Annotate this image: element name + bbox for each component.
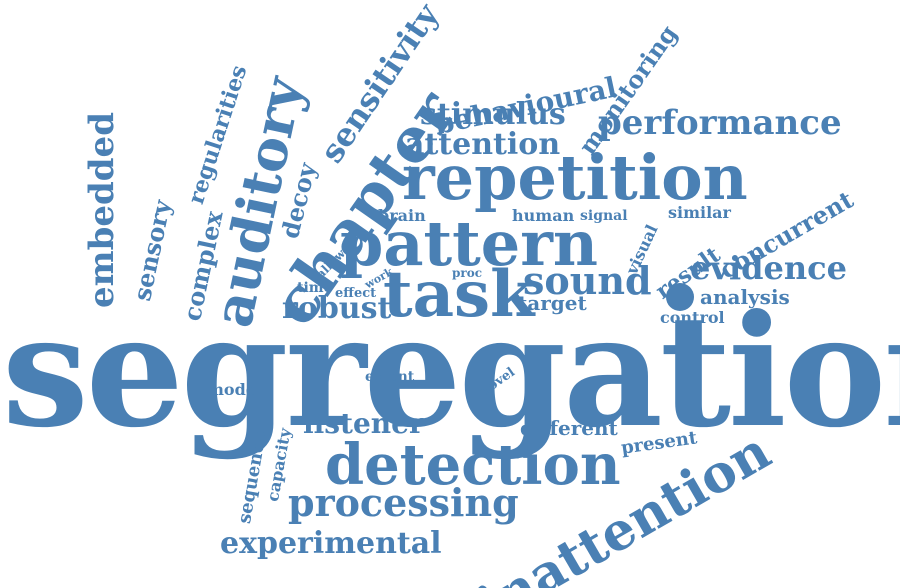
word-detection: detection (325, 432, 621, 498)
word-evidence: evidence (690, 249, 847, 287)
word-proc: proc (452, 266, 483, 280)
word-human: human (512, 206, 575, 225)
word-time: time (297, 280, 333, 296)
word-segregation: segregation (2, 281, 900, 462)
word-robust: robust (282, 291, 392, 326)
word-performance: performance (598, 103, 842, 143)
word-listener: listener (303, 407, 424, 440)
word-pattern: pattern (340, 207, 598, 280)
word-visual: visual (622, 221, 662, 278)
word-control: control (660, 308, 725, 327)
word-model: model (207, 380, 263, 399)
decorative-dot (666, 283, 694, 311)
word-different: different (520, 416, 618, 440)
word-embedded: embedded (82, 112, 122, 308)
word-stimulus: stimulus (420, 97, 566, 132)
word-effect: effect (335, 286, 377, 301)
word-analysis: analysis (700, 285, 790, 309)
word-experimental: experimental (220, 526, 442, 561)
word-sound: sound (523, 258, 652, 303)
word-attention: attention (405, 127, 561, 162)
word-brain: brain (378, 206, 426, 225)
word-extent: extent (365, 369, 415, 385)
word-task: task (383, 257, 535, 332)
word-similar: similar (668, 203, 731, 222)
word-signal: signal (580, 208, 628, 224)
word-repetition: repetition (402, 141, 748, 214)
word-processing: processing (288, 480, 519, 525)
word-target: target (518, 291, 587, 315)
